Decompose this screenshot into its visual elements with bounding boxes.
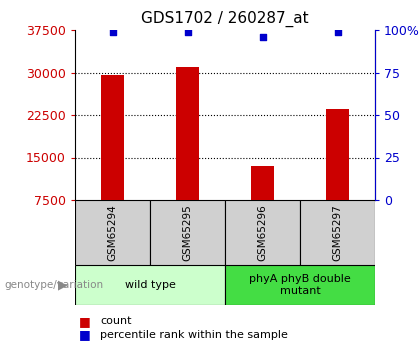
Bar <box>251 166 274 243</box>
Bar <box>101 75 124 243</box>
Title: GDS1702 / 260287_at: GDS1702 / 260287_at <box>141 11 309 27</box>
Bar <box>75 265 225 305</box>
Text: ■: ■ <box>79 328 91 342</box>
Bar <box>225 265 375 305</box>
Text: ▶: ▶ <box>58 278 67 292</box>
Text: GSM65296: GSM65296 <box>257 204 268 261</box>
Text: GSM65295: GSM65295 <box>183 204 192 261</box>
Text: wild type: wild type <box>125 280 176 290</box>
Bar <box>326 109 349 243</box>
Bar <box>176 67 199 243</box>
Text: ■: ■ <box>79 315 91 328</box>
Text: GSM65297: GSM65297 <box>333 204 342 261</box>
Point <box>334 29 341 34</box>
Text: phyA phyB double
mutant: phyA phyB double mutant <box>249 274 351 296</box>
Point <box>109 29 116 34</box>
Bar <box>150 200 225 265</box>
Bar <box>75 200 150 265</box>
Point <box>184 29 191 34</box>
Text: count: count <box>100 316 132 326</box>
Text: GSM65294: GSM65294 <box>108 204 118 261</box>
Text: genotype/variation: genotype/variation <box>4 280 103 290</box>
Point <box>259 34 266 40</box>
Bar <box>300 200 375 265</box>
Text: percentile rank within the sample: percentile rank within the sample <box>100 330 288 340</box>
Bar <box>225 200 300 265</box>
